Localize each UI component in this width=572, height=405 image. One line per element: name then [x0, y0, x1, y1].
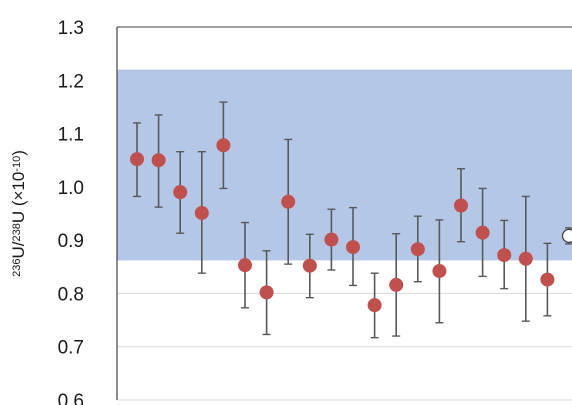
reference-band: [117, 69, 572, 261]
data-point-12: [389, 277, 404, 292]
data-point-18: [518, 251, 533, 266]
plot-frame: [116, 26, 572, 400]
data-point-19: [540, 272, 555, 287]
y-tick-label-6: 1.2: [58, 71, 84, 92]
data-point-2: [173, 185, 188, 200]
y-axis-label-part-3: U (×10: [9, 172, 28, 224]
data-point-9: [324, 232, 339, 247]
data-point-1: [151, 153, 166, 168]
y-tick-label-3: 0.9: [58, 231, 84, 252]
data-point-14: [432, 264, 447, 279]
y-tick-label-0: 0.6: [58, 391, 84, 405]
data-point-4: [216, 138, 231, 153]
open-data-point-0: [561, 228, 572, 244]
data-point-10: [346, 240, 360, 255]
y-tick-label-1: 0.7: [58, 338, 84, 359]
y-axis-label-part-2: 238: [11, 223, 23, 241]
data-point-6: [259, 285, 274, 300]
data-point-0: [130, 152, 144, 167]
data-point-15: [454, 198, 468, 213]
y-tick-label-7: 1.3: [58, 18, 84, 39]
data-point-16: [475, 225, 490, 240]
y-axis-label-part-1: U/: [9, 241, 28, 258]
data-point-13: [410, 242, 425, 257]
y-axis-label-part-0: 236: [11, 259, 23, 277]
y-tick-label-5: 1.1: [58, 125, 84, 146]
data-point-11: [367, 298, 382, 313]
data-point-5: [238, 258, 252, 273]
y-axis-label-part-5: ): [9, 150, 28, 156]
data-point-17: [497, 248, 512, 263]
y-tick-label-2: 0.8: [58, 284, 84, 305]
data-point-7: [281, 194, 296, 209]
y-tick-label-4: 1.0: [58, 178, 84, 199]
y-axis-label-part-4: -10: [11, 156, 23, 172]
y-tick-labels: 0.6 0.7 0.8 0.9 1.0 1.1 1.2 1.3: [58, 18, 84, 405]
data-point-8: [302, 258, 317, 273]
data-points: [130, 138, 572, 313]
y-axis-label: 236U/238U (×10-10): [9, 150, 28, 277]
data-point-3: [194, 205, 209, 220]
